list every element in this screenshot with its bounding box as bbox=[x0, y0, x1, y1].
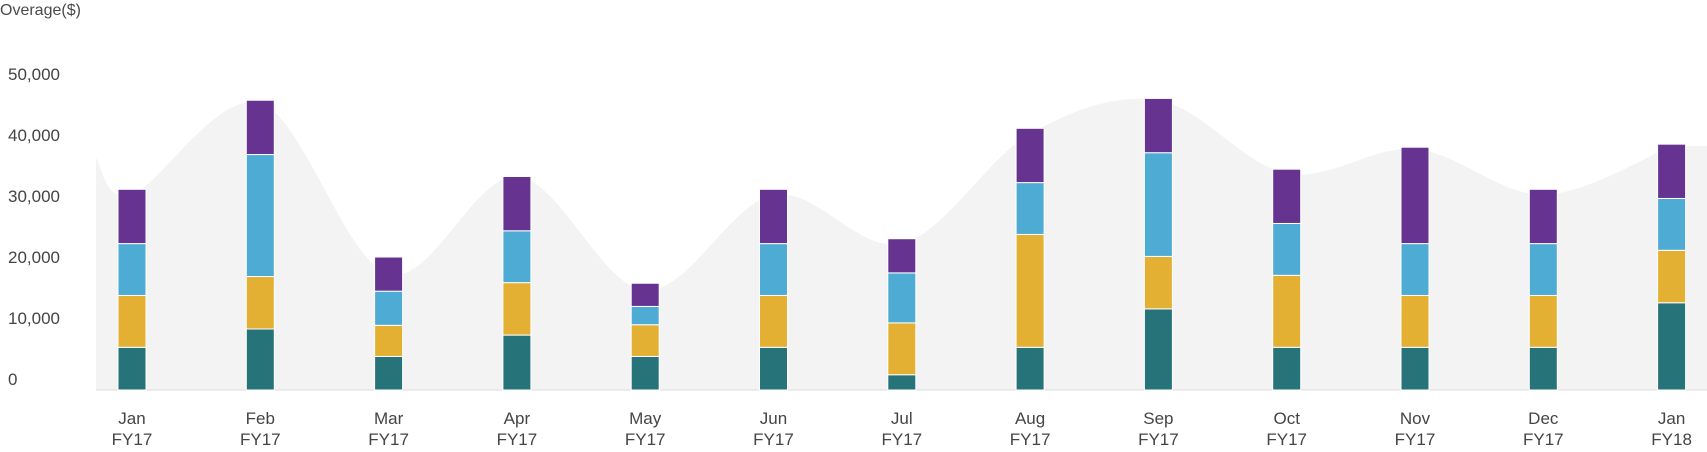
x-tick-fy: FY18 bbox=[1651, 430, 1692, 449]
x-tick-month: Mar bbox=[374, 409, 404, 428]
x-tick-month: Apr bbox=[504, 409, 531, 428]
y-tick-label: 20,000 bbox=[8, 248, 60, 267]
bar-segment bbox=[630, 282, 660, 307]
bar-segment bbox=[1528, 243, 1558, 296]
x-tick-month: May bbox=[629, 409, 662, 428]
bar-segment bbox=[1015, 182, 1045, 235]
bar-segment bbox=[117, 346, 147, 391]
x-tick-month: Jul bbox=[891, 409, 913, 428]
bar-segment bbox=[1272, 168, 1302, 224]
bar-segment bbox=[1015, 127, 1045, 184]
bar-segment bbox=[374, 324, 404, 357]
bar-segment bbox=[1657, 143, 1687, 199]
x-tick-month: Jun bbox=[760, 409, 787, 428]
bar-segment bbox=[759, 243, 788, 296]
bar-segment bbox=[117, 243, 147, 296]
x-tick-month: Jan bbox=[1658, 409, 1685, 428]
y-tick-label: 30,000 bbox=[8, 187, 60, 206]
x-tick-fy: FY17 bbox=[1523, 430, 1564, 449]
x-tick-month: Feb bbox=[246, 409, 275, 428]
bar-segment bbox=[630, 324, 660, 357]
x-tick-month: Oct bbox=[1273, 409, 1300, 428]
bar-segment bbox=[1015, 233, 1045, 348]
bar-segment bbox=[245, 154, 275, 278]
bar-segment bbox=[630, 305, 660, 326]
bar-segment bbox=[245, 276, 275, 330]
bar-segment bbox=[502, 334, 532, 391]
bar-segment bbox=[759, 294, 788, 348]
bar-segment bbox=[502, 282, 532, 336]
bar-segment bbox=[1272, 346, 1302, 391]
x-tick-fy: FY17 bbox=[1010, 430, 1051, 449]
x-tick-fy: FY17 bbox=[625, 430, 666, 449]
bar-segment bbox=[374, 290, 404, 326]
x-tick-fy: FY17 bbox=[881, 430, 922, 449]
bar-segment bbox=[1015, 346, 1045, 391]
bar-segment bbox=[1528, 346, 1558, 391]
x-tick-month: Sep bbox=[1143, 409, 1173, 428]
y-tick-label: 0 bbox=[8, 370, 17, 389]
bar-segment bbox=[1400, 146, 1430, 245]
x-tick-fy: FY17 bbox=[753, 430, 794, 449]
x-tick-fy: FY17 bbox=[368, 430, 409, 449]
bar-segment bbox=[630, 355, 660, 391]
ticks-layer: 0 10,000 20,000 30,000 40,000 50,000 Jan FY17 Fe… bbox=[8, 65, 1692, 449]
bar-segment bbox=[759, 188, 788, 245]
y-tick-label: 40,000 bbox=[8, 126, 60, 145]
bar-segment bbox=[887, 322, 917, 376]
x-tick-month: Nov bbox=[1400, 409, 1431, 428]
bar-segment bbox=[1143, 97, 1173, 154]
bar-segment bbox=[374, 355, 404, 391]
bar-segment bbox=[502, 230, 532, 284]
x-tick-fy: FY17 bbox=[1395, 430, 1436, 449]
bar-segment bbox=[1272, 274, 1302, 348]
x-tick-fy: FY17 bbox=[497, 430, 538, 449]
x-tick-fy: FY17 bbox=[112, 430, 153, 449]
x-tick-month: Dec bbox=[1528, 409, 1559, 428]
bar-segment bbox=[374, 256, 404, 292]
y-tick-label: 10,000 bbox=[8, 309, 60, 328]
bar-segment bbox=[759, 346, 788, 391]
x-tick-fy: FY17 bbox=[1138, 430, 1179, 449]
y-tick-label: 50,000 bbox=[8, 65, 60, 84]
bar-segment bbox=[887, 238, 917, 274]
bar-segment bbox=[1657, 197, 1687, 251]
bar-segment bbox=[502, 176, 532, 232]
bar-segment bbox=[887, 374, 917, 391]
bar-segment bbox=[1657, 302, 1687, 391]
x-tick-month: Aug bbox=[1015, 409, 1045, 428]
bar-segment bbox=[1272, 222, 1302, 276]
bar-segment bbox=[1143, 152, 1173, 257]
bar-segment bbox=[117, 294, 147, 348]
bar-segment bbox=[1400, 346, 1430, 391]
bar-segment bbox=[1528, 294, 1558, 348]
bar-segment bbox=[1400, 294, 1430, 348]
x-tick-fy: FY17 bbox=[1266, 430, 1307, 449]
x-tick-fy: FY17 bbox=[240, 430, 281, 449]
bars-layer bbox=[117, 97, 1687, 391]
bar-segment bbox=[1657, 249, 1687, 304]
bar-segment bbox=[245, 99, 275, 156]
bar-segment bbox=[887, 272, 917, 324]
x-tick-month: Jan bbox=[118, 409, 145, 428]
bar-segment bbox=[1143, 308, 1173, 391]
bar-segment bbox=[117, 188, 147, 245]
bar-segment bbox=[245, 328, 275, 391]
bar-segment bbox=[1400, 243, 1430, 296]
bar-segment bbox=[1528, 188, 1558, 245]
y-axis-title: Overage($) bbox=[0, 2, 81, 19]
bar-segment bbox=[1143, 255, 1173, 310]
